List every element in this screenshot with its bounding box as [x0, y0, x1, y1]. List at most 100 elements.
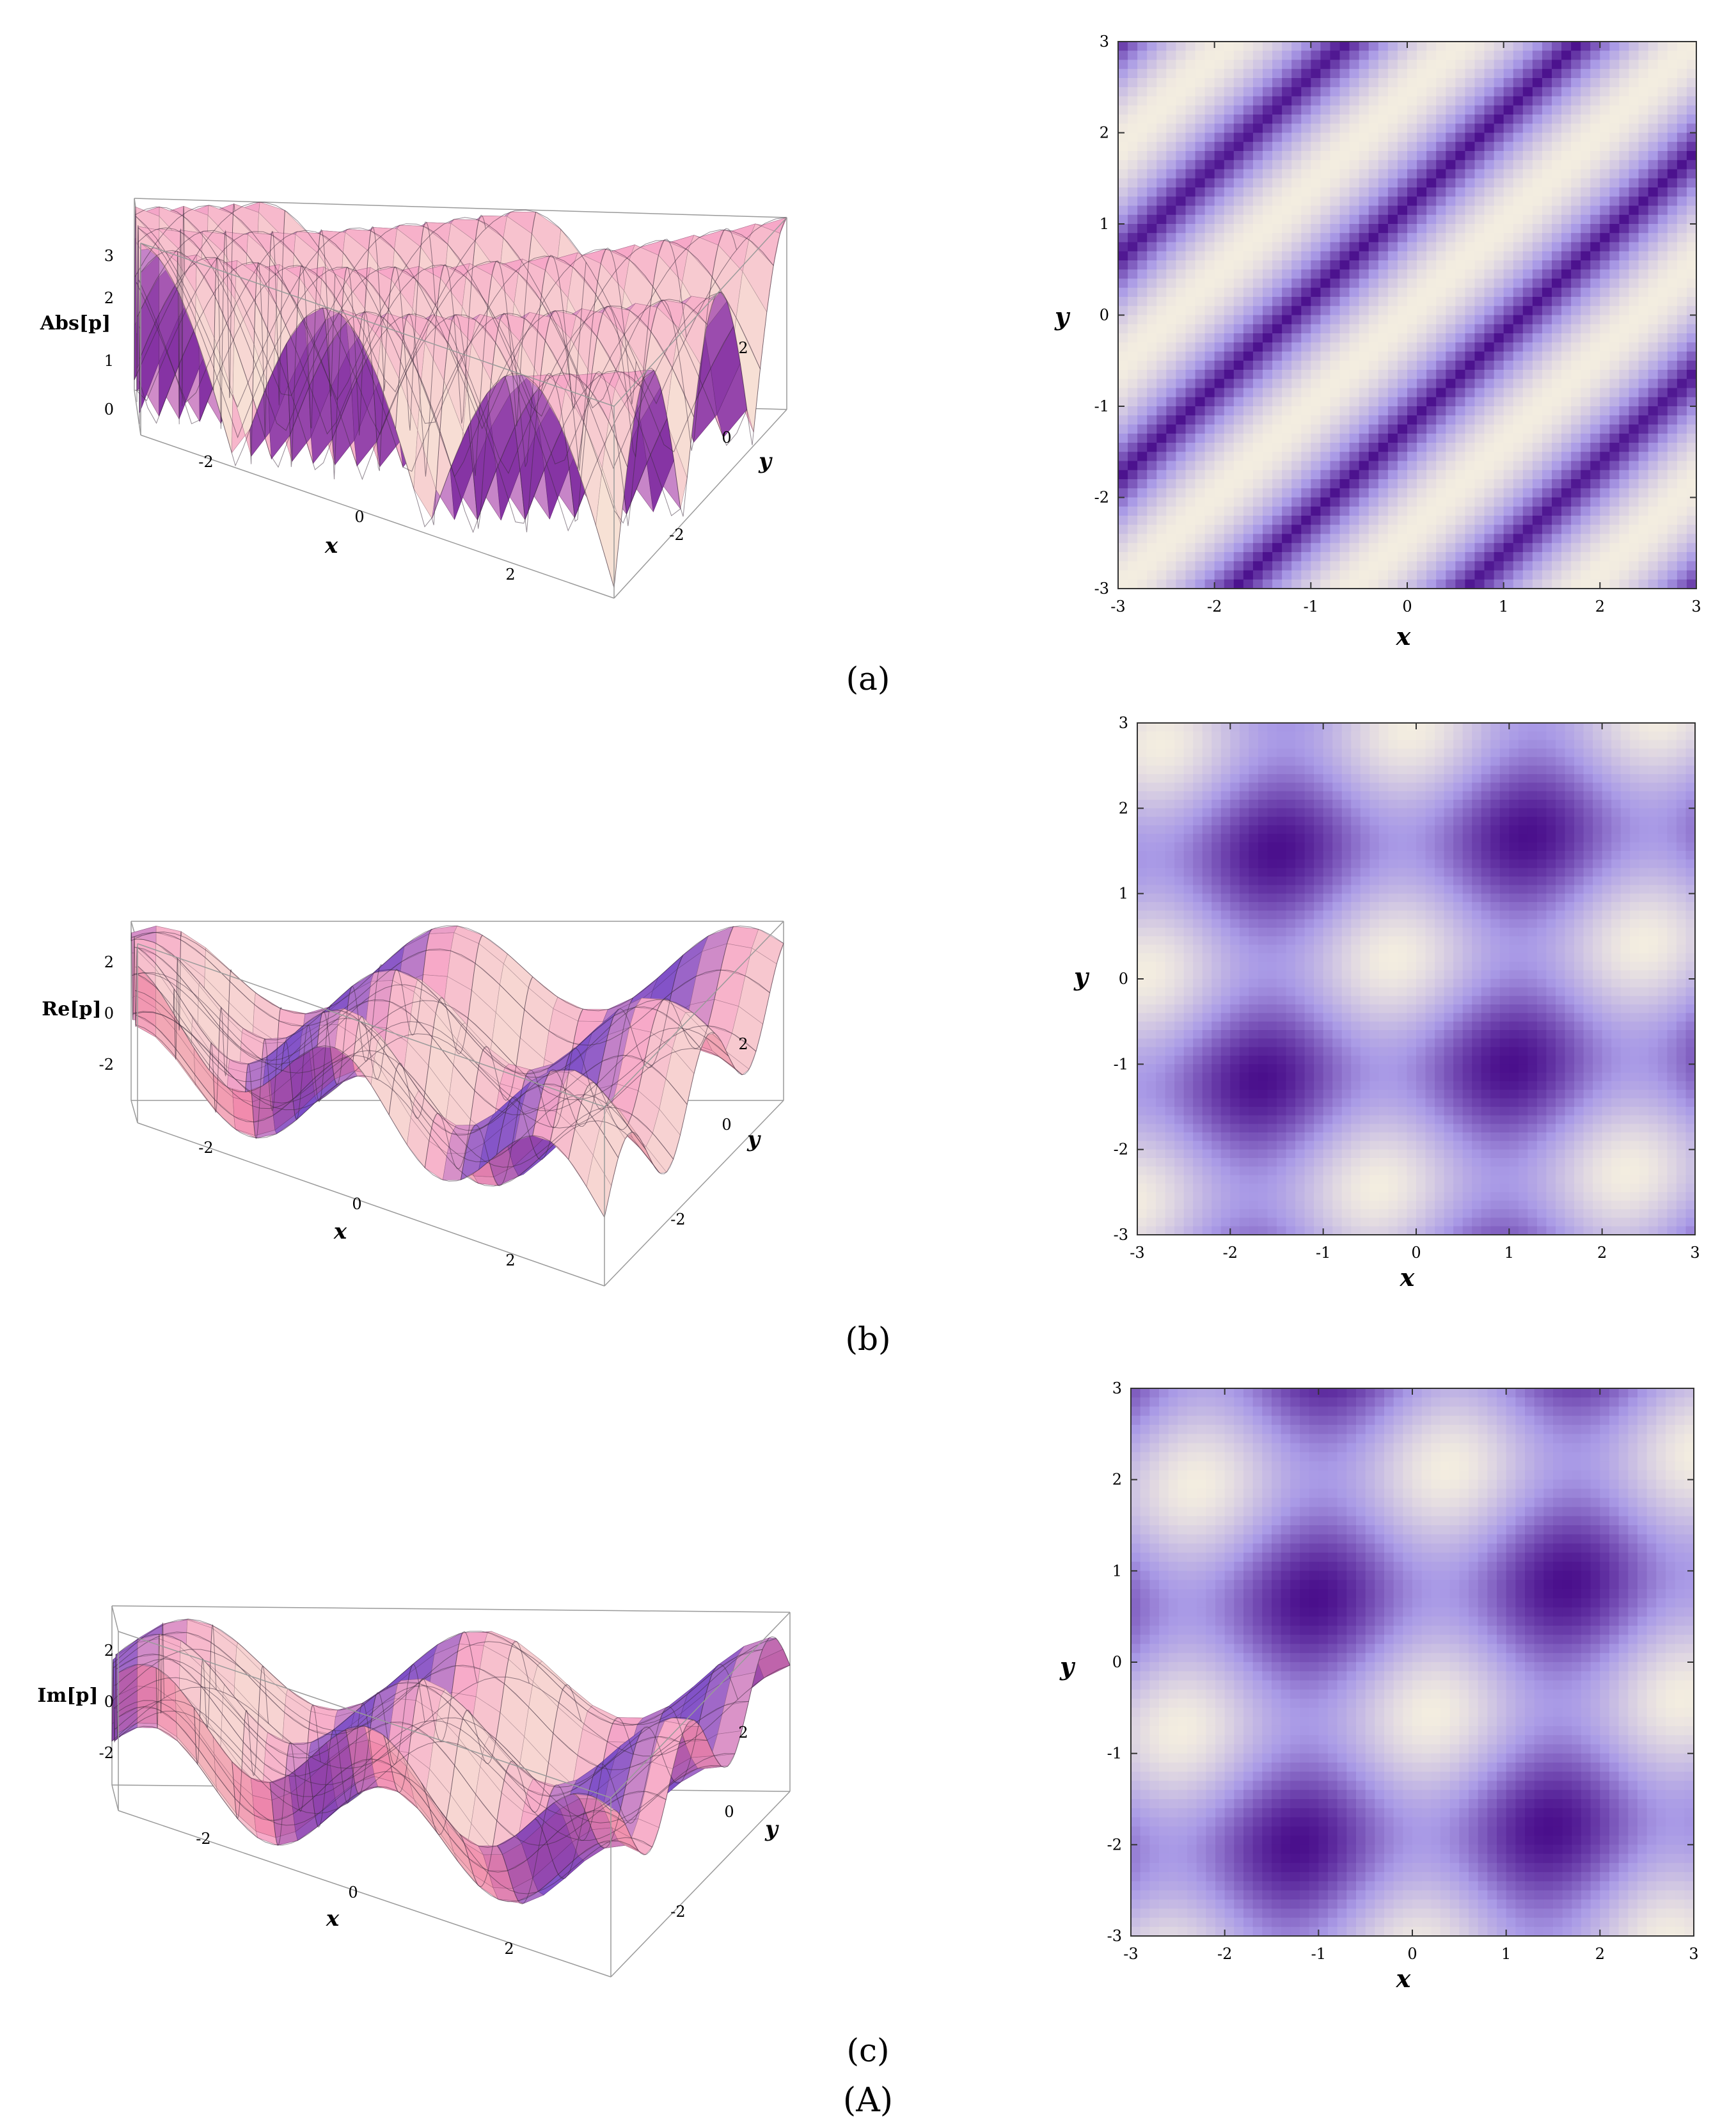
density-cell — [1311, 68, 1321, 79]
density-cell — [1503, 552, 1514, 562]
density-cell — [1484, 251, 1495, 261]
density-cell — [1166, 360, 1176, 370]
density-cell — [1619, 68, 1630, 79]
density-cell — [1629, 269, 1639, 280]
density-cell — [1522, 151, 1533, 161]
density-cell — [1349, 187, 1360, 197]
density-cell — [1474, 525, 1485, 535]
density-cell — [1397, 351, 1408, 361]
density-cell — [1330, 151, 1341, 161]
density-cell — [1204, 388, 1215, 398]
density-cell — [1446, 443, 1456, 452]
density-cell — [1503, 233, 1514, 243]
density-cell — [1378, 178, 1389, 188]
density-cell — [1648, 406, 1659, 416]
density-cell — [1474, 105, 1485, 115]
density-cell — [1446, 397, 1456, 407]
density-cell — [1378, 278, 1389, 289]
density-cell — [1204, 379, 1215, 389]
density-cell — [1243, 242, 1254, 252]
density-cell — [1436, 141, 1446, 152]
density-cell — [1542, 497, 1552, 507]
density-cell — [1581, 196, 1591, 207]
density-cell — [1147, 360, 1157, 370]
density-cell — [1243, 324, 1254, 334]
density-cell — [1224, 224, 1235, 234]
density-cell — [1465, 424, 1476, 434]
density-cell — [1571, 214, 1581, 225]
density-cell — [1455, 68, 1465, 79]
density-cell — [1214, 297, 1225, 306]
density-cell — [1137, 251, 1148, 261]
density-cell — [1263, 543, 1273, 553]
density-cell — [1590, 552, 1600, 562]
density-cell — [1368, 424, 1379, 434]
density-cell — [1513, 324, 1524, 334]
density-cell — [1118, 506, 1128, 516]
density-cell — [1176, 196, 1187, 207]
density-cell — [1455, 224, 1465, 234]
density-cell — [1291, 178, 1302, 188]
density-cell — [1590, 324, 1600, 334]
density-cell — [1204, 415, 1215, 425]
density-cell — [1455, 360, 1465, 370]
density-cell — [1484, 115, 1495, 124]
density-cell — [1436, 169, 1446, 179]
density-cell — [1147, 278, 1157, 289]
density-cell — [1176, 516, 1187, 525]
density-cell — [1156, 51, 1167, 61]
density-cell — [1339, 287, 1350, 297]
density-cell — [1243, 470, 1254, 480]
density-cell — [1552, 506, 1562, 516]
density-cell — [1118, 68, 1128, 79]
density-cell — [1204, 68, 1215, 79]
density-cell — [1667, 360, 1678, 370]
density-cell — [1233, 415, 1244, 425]
density-cell — [1118, 360, 1128, 370]
density-cell — [1484, 342, 1495, 353]
density-cell — [1156, 78, 1167, 88]
density-cell — [1195, 424, 1206, 434]
density-cell — [1590, 260, 1600, 270]
density-cell — [1474, 342, 1485, 353]
density-cell — [1446, 415, 1456, 425]
density-cell — [1494, 342, 1504, 353]
density-cell — [1581, 105, 1591, 115]
density-cell — [1667, 379, 1678, 389]
density-cell — [1339, 516, 1350, 525]
density-cell — [1657, 132, 1668, 143]
density-cell — [1301, 461, 1311, 471]
density-cell — [1349, 42, 1360, 51]
density-cell — [1359, 461, 1369, 471]
density-cell — [1387, 516, 1398, 525]
density-cell — [1339, 169, 1350, 179]
density-cell — [1349, 534, 1360, 544]
density-cell — [1581, 160, 1591, 170]
density-cell — [1474, 160, 1485, 170]
density-cell — [1600, 87, 1610, 97]
density-cell — [1330, 115, 1341, 124]
density-cell — [1252, 516, 1263, 525]
density-cell — [1407, 269, 1417, 280]
density-cell — [1609, 342, 1620, 353]
density-cell — [1484, 141, 1495, 152]
density-cell — [1522, 443, 1533, 452]
density-cell — [1581, 205, 1591, 216]
density-cell — [1214, 123, 1225, 134]
density-cell — [1301, 543, 1311, 553]
density-cell — [1368, 51, 1379, 61]
density-cell — [1532, 269, 1543, 280]
density-cell — [1426, 579, 1437, 589]
density-cell — [1233, 342, 1244, 353]
density-cell — [1657, 187, 1668, 197]
density-cell — [1686, 379, 1697, 389]
density-cell — [1359, 424, 1369, 434]
density-cell — [1571, 260, 1581, 270]
density-cell — [1609, 260, 1620, 270]
density-cell — [1571, 579, 1581, 589]
density-cell — [1349, 488, 1360, 498]
density-cell — [1609, 123, 1620, 134]
density-cell — [1581, 278, 1591, 289]
density-cell — [1609, 406, 1620, 416]
density-cell — [1474, 579, 1485, 589]
